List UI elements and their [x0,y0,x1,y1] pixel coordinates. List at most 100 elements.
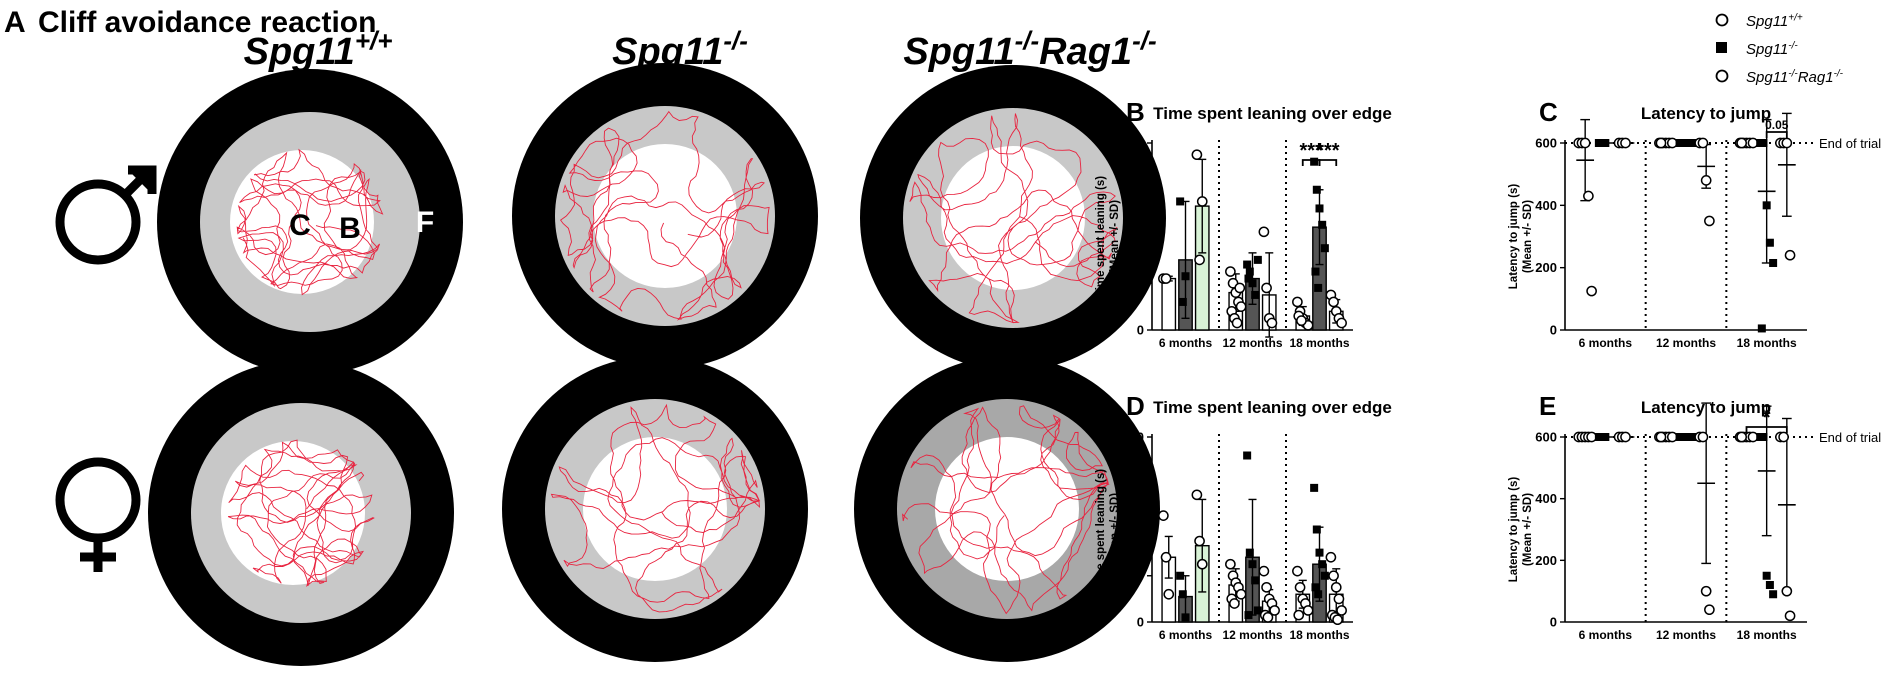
mouse-track [902,405,1110,615]
panel-title: Cliff avoidance reaction [38,6,376,39]
significance-bracket [1318,159,1338,166]
y-tick-label: 600 [1535,430,1557,445]
data-point [1243,451,1252,460]
data-point [1261,282,1272,294]
significance-label: * [1763,407,1771,429]
genotype-label: Spg11-/-Rag1-/- [903,26,1156,73]
data-point [1312,185,1321,194]
data-point [1336,605,1347,616]
gene-name: Rag1 [1798,69,1834,86]
gene-name: Spg11 [1746,13,1788,30]
data-point [1191,149,1203,161]
data-point [1328,570,1339,582]
data-point [1769,258,1778,267]
data-point [1328,296,1339,308]
gene-name: Spg11 [1746,41,1788,58]
data-point [1158,510,1169,521]
arena [860,65,1166,371]
data-point [1266,317,1278,329]
data-point [1229,598,1240,609]
data-point [1235,588,1247,600]
male-symbol [55,165,157,265]
y-tick-label: 0 [1137,615,1144,630]
y-tick-label: 20 [1130,568,1144,583]
superscript: +/+ [1788,12,1803,23]
data-point [1677,139,1686,147]
arena-center-zone [583,437,727,581]
y-tick-label: 60 [1130,476,1144,491]
arena-center-zone [935,437,1079,581]
gene-name: Spg11 [1746,69,1788,86]
data-point [1311,267,1320,276]
mouse-track [559,110,770,321]
data-point [1196,196,1208,207]
data-point [1759,433,1768,441]
data-point [1194,535,1205,547]
data-point [1245,548,1254,557]
y-axis-label: (Mean +/- SD) [1522,493,1534,566]
data-point [1244,611,1253,620]
y-tick-label: 0 [1550,323,1557,338]
x-tick-label: 18 months [1289,628,1349,642]
y-axis-label: Latency to jump (s) [1508,477,1520,583]
data-point [1251,576,1260,585]
y-tick-label: 400 [1535,491,1557,506]
data-point [1235,301,1247,312]
data-point [1765,581,1774,589]
female-symbol [55,457,141,572]
superscript: -/- [1834,68,1844,79]
data-point [1655,431,1667,443]
panel-letter: D [1126,391,1145,421]
arena [502,356,808,662]
significance-label: *** [1316,140,1340,162]
data-point [1294,581,1306,593]
genotype-label: Spg11+/+ [244,26,393,73]
data-point [1762,571,1771,580]
data-point [1736,431,1748,443]
legend-marker [1715,13,1729,27]
data-point [1314,590,1323,599]
y-tick-label: 600 [1535,136,1557,151]
chart: D Time spent leaning over edge Time spent … [1095,391,1392,642]
superscript: -/- [1132,26,1157,56]
data-point [1736,137,1748,149]
significance-label: 0.05 [1765,118,1789,132]
chart: C Latency to jump Latency to jump (s) (Mean… [1508,97,1881,350]
data-point [1620,137,1631,149]
data-point [1601,433,1610,441]
data-point [1666,137,1678,149]
data-point [1781,585,1793,597]
superscript: -/- [1015,26,1040,56]
legend-marker [1715,69,1729,83]
data-point [1781,137,1793,149]
y-axis-label: (Mean +/- SD) [1109,493,1121,566]
data-point [1243,260,1252,269]
y-tick-label: 200 [1535,260,1557,275]
data-point [1312,525,1321,534]
data-point [1747,431,1759,443]
legend-marker [1716,42,1727,53]
y-tick-label: 400 [1535,198,1557,213]
data-point [1332,614,1343,626]
y-tick-label: 200 [1535,553,1557,568]
data-point [1196,558,1208,570]
data-point [1253,255,1262,264]
data-point [1231,317,1243,329]
data-point [1269,605,1280,616]
data-point [1704,604,1715,616]
data-point [1769,590,1778,599]
data-point [1700,175,1712,186]
data-point [1704,215,1715,227]
panel-letter: B [1126,97,1145,127]
data-point [1655,137,1667,149]
data-point [1765,238,1774,247]
gene-name: Rag1 [1039,31,1132,73]
data-point [1251,290,1260,299]
data-point [1311,583,1320,592]
arenas: Spg11+/+ Spg11-/- Spg11-/-Rag1-/-C B F [148,26,1166,666]
y-axis-label: Time spent leaning (s) [1095,469,1107,590]
data-point [1757,324,1766,333]
significance-bracket [1745,426,1788,433]
mouse-track [909,113,1118,324]
